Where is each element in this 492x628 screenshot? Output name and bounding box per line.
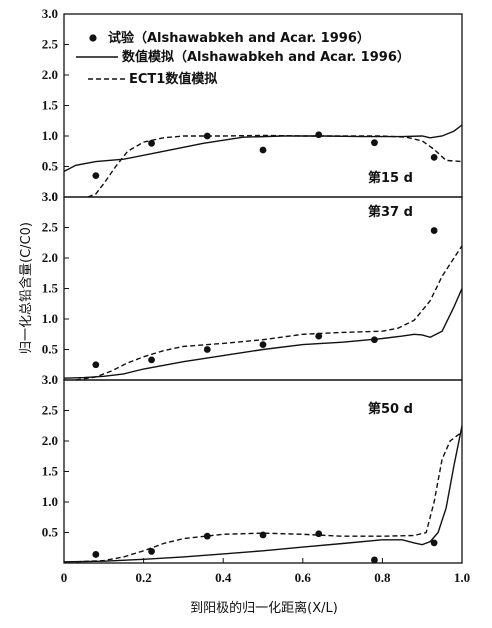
y-tick-label: 1.5	[42, 281, 59, 296]
x-tick-label: 0.8	[374, 570, 391, 585]
plot-marks	[63, 124, 463, 564]
y-tick-label: 0.5	[42, 525, 59, 540]
series-ect1-model-line	[87, 134, 463, 198]
plot-frames	[63, 13, 463, 564]
experiment-point	[203, 132, 211, 140]
panel-frame-2	[63, 196, 463, 381]
y-tick-label: 0.5	[42, 342, 59, 357]
experiment-point	[259, 531, 267, 539]
experiment-point	[371, 556, 378, 564]
x-tick-label: 0.6	[295, 570, 312, 585]
experiment-point	[315, 530, 323, 538]
y-tick-label: 1.5	[42, 98, 59, 113]
series-reference-model-line	[63, 425, 463, 563]
series-ect1-model-line	[75, 245, 463, 381]
legend-marker-experiment	[89, 34, 97, 42]
legend: 试验（Alshawabkeh and Acar. 1996） 数值模拟（Alsh…	[76, 30, 410, 87]
y-tick-label: 2.0	[42, 67, 58, 82]
legend-label-experiment: 试验（Alshawabkeh and Acar. 1996）	[108, 30, 370, 46]
experiment-point	[371, 139, 378, 147]
y-tick-label: 3.0	[42, 372, 58, 387]
experiment-point	[203, 346, 211, 353]
experiment-point	[148, 139, 155, 147]
panel-label-50d: 第50 d	[368, 401, 413, 417]
experiment-point	[430, 539, 438, 547]
axis-labels: 0 0.5 1.0 1.5 2.0 2.5 3.0 0.5 1.0 1.5 2.0 2.5 3.0 0.5…	[42, 6, 470, 585]
experiment-point	[430, 153, 438, 161]
experiment-point	[92, 361, 100, 369]
experiment-point	[315, 131, 323, 139]
experiment-point	[259, 341, 267, 349]
y-tick-label: 2.0	[42, 250, 58, 265]
legend-label-ect1-model: ECT1数值模拟	[129, 71, 217, 87]
x-axis-title: 到阳极的归一化距离(X/L)	[190, 600, 338, 616]
y-tick-label: 2.5	[42, 220, 59, 235]
y-tick-label: 1.5	[42, 464, 59, 479]
experiment-point	[371, 336, 378, 344]
experiment-point	[92, 172, 100, 180]
y-tick-label: 2.5	[42, 37, 59, 52]
y-tick-label: 2.5	[42, 403, 59, 418]
y-tick-label: 0.5	[42, 159, 59, 174]
y-tick-label: 3.0	[42, 189, 58, 204]
y-tick-label: 0	[52, 189, 59, 204]
series-ect1-model-line	[75, 431, 463, 563]
experiment-point	[203, 532, 211, 540]
series-reference-model-line	[63, 288, 463, 379]
x-tick-label: 1.0	[454, 570, 470, 585]
experiment-point	[148, 356, 155, 364]
y-tick-label: 1.0	[42, 494, 58, 509]
experiment-point	[430, 227, 438, 234]
x-tick-label: 0.2	[135, 570, 151, 585]
y-tick-label: 3.0	[42, 6, 58, 21]
panel-label-15d: 第15 d	[368, 170, 413, 186]
series-reference-model-line	[63, 124, 463, 173]
panel-label-37d: 第37 d	[368, 204, 413, 220]
y-tick-label: 1.0	[42, 311, 58, 326]
y-tick-label: 1.0	[42, 128, 58, 143]
experiment-point	[315, 332, 323, 340]
experiment-point	[259, 146, 267, 154]
experiment-point	[148, 548, 155, 555]
x-tick-label: 0.4	[215, 570, 232, 585]
x-tick-label: 0	[61, 570, 68, 585]
y-tick-label: 2.0	[42, 433, 58, 448]
legend-label-reference-model: 数值模拟（Alshawabkeh and Acar. 1996）	[122, 49, 410, 65]
experiment-point	[92, 551, 100, 558]
y-axis-title: 归一化总铅含量(C/C0)	[18, 222, 34, 354]
